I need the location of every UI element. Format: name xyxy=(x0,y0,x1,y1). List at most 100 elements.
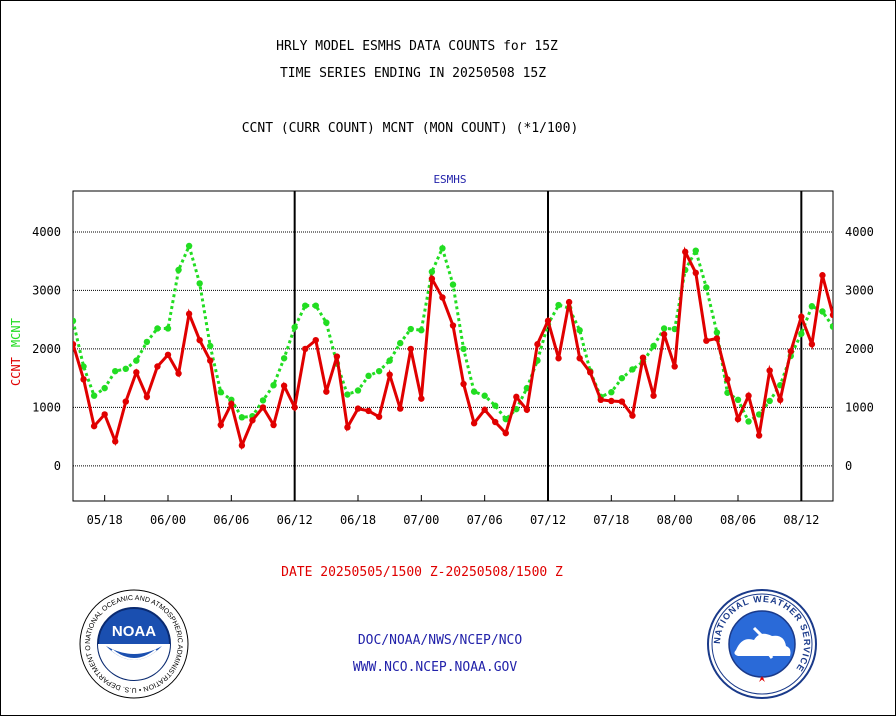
nws-logo: NATIONAL WEATHER SERVICE xyxy=(707,589,817,699)
point-ccnt xyxy=(523,406,531,413)
point-mcnt xyxy=(386,357,393,364)
point-ccnt xyxy=(428,275,436,282)
point-mcnt xyxy=(407,325,414,333)
point-ccnt xyxy=(671,363,678,370)
point-ccnt xyxy=(513,393,520,401)
point-ccnt xyxy=(713,335,721,342)
point-mcnt xyxy=(576,327,583,334)
point-mcnt xyxy=(755,411,763,418)
point-ccnt xyxy=(460,380,467,388)
point-mcnt xyxy=(703,284,710,291)
y-axis-label-mcnt: MCNT xyxy=(9,318,23,347)
y-tick-label-left: 0 xyxy=(54,459,61,473)
point-mcnt xyxy=(819,308,826,315)
point-mcnt xyxy=(344,391,351,398)
point-ccnt xyxy=(354,405,362,412)
point-mcnt xyxy=(650,342,657,350)
point-ccnt xyxy=(555,355,562,362)
point-mcnt xyxy=(618,374,626,382)
point-mcnt xyxy=(829,323,833,330)
point-ccnt xyxy=(217,421,224,429)
point-mcnt xyxy=(502,415,509,423)
point-ccnt xyxy=(207,357,214,364)
point-mcnt xyxy=(460,345,467,353)
x-tick-label: 05/18 xyxy=(87,513,123,527)
point-ccnt xyxy=(386,371,393,378)
point-ccnt xyxy=(629,412,636,419)
point-mcnt xyxy=(671,325,678,333)
x-tick-label: 06/12 xyxy=(277,513,313,527)
point-mcnt xyxy=(312,302,319,309)
y-tick-label-left: 4000 xyxy=(32,225,61,239)
point-mcnt xyxy=(692,247,699,254)
point-ccnt xyxy=(692,269,699,277)
url-link[interactable]: WWW.NCO.NCEP.NOAA.GOV xyxy=(352,660,518,675)
point-mcnt xyxy=(418,327,425,334)
point-mcnt xyxy=(798,330,805,337)
org-label: DOC/NOAA/NWS/NCEP/NCO xyxy=(357,633,523,648)
point-mcnt xyxy=(397,339,404,347)
point-mcnt xyxy=(766,397,773,405)
point-ccnt xyxy=(808,341,816,348)
point-ccnt xyxy=(249,417,256,424)
point-ccnt xyxy=(470,420,478,427)
point-mcnt xyxy=(175,266,182,274)
point-ccnt xyxy=(639,354,647,361)
point-mcnt xyxy=(112,367,119,375)
point-mcnt xyxy=(80,363,87,370)
point-mcnt xyxy=(154,325,161,332)
point-ccnt xyxy=(798,313,805,320)
point-mcnt xyxy=(238,414,246,421)
point-ccnt xyxy=(365,407,372,415)
point-ccnt xyxy=(682,248,689,256)
point-ccnt xyxy=(544,317,552,325)
point-ccnt xyxy=(270,421,277,429)
point-mcnt xyxy=(734,396,742,404)
y-tick-label-right: 4000 xyxy=(845,225,874,239)
point-ccnt xyxy=(534,341,541,348)
point-mcnt xyxy=(492,402,499,409)
point-ccnt xyxy=(660,331,668,338)
point-ccnt xyxy=(587,369,594,376)
point-mcnt xyxy=(555,301,562,309)
point-ccnt xyxy=(734,415,742,423)
x-tick-label: 07/00 xyxy=(403,513,439,527)
point-mcnt xyxy=(375,367,383,375)
point-ccnt xyxy=(101,411,108,418)
point-mcnt xyxy=(302,302,309,309)
point-ccnt xyxy=(375,413,383,420)
point-ccnt xyxy=(175,370,182,377)
x-tick-label: 07/12 xyxy=(530,513,566,527)
point-ccnt xyxy=(90,422,98,430)
y-tick-label-right: 1000 xyxy=(845,400,874,414)
point-ccnt xyxy=(344,424,351,431)
point-mcnt xyxy=(365,372,372,380)
point-ccnt xyxy=(819,272,826,279)
x-tick-label: 06/06 xyxy=(213,513,249,527)
title-line-2: TIME SERIES ENDING IN 20250508 15Z xyxy=(279,66,547,81)
point-mcnt xyxy=(270,381,277,389)
x-tick-label: 08/12 xyxy=(783,513,819,527)
point-ccnt xyxy=(280,382,288,389)
y-tick-label-left: 1000 xyxy=(32,400,61,414)
y-tick-label-left: 3000 xyxy=(32,283,61,297)
point-ccnt xyxy=(618,398,626,405)
point-ccnt xyxy=(449,322,457,329)
point-mcnt xyxy=(660,325,668,332)
point-mcnt xyxy=(449,281,457,288)
date-range-label: DATE 20250505/1500 Z-20250508/1500 Z xyxy=(281,565,563,580)
point-mcnt xyxy=(133,357,140,364)
x-tick-label: 08/06 xyxy=(720,513,756,527)
y-axis-label-ccnt: CCNT xyxy=(9,357,23,386)
point-ccnt xyxy=(196,336,203,344)
x-tick-label: 06/18 xyxy=(340,513,376,527)
x-tick-label: 08/00 xyxy=(657,513,693,527)
point-ccnt xyxy=(238,442,246,449)
point-mcnt xyxy=(280,355,288,362)
point-ccnt xyxy=(302,345,309,353)
y-tick-label-left: 2000 xyxy=(32,342,61,356)
point-ccnt xyxy=(576,355,583,362)
point-ccnt xyxy=(745,392,752,399)
point-mcnt xyxy=(629,366,636,373)
point-ccnt xyxy=(397,405,404,412)
